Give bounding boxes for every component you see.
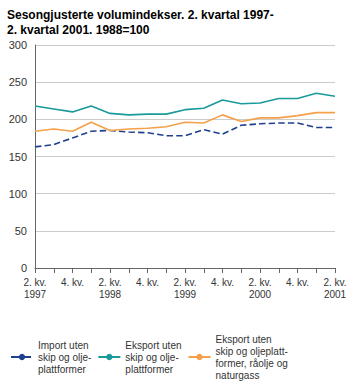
svg-text:1997: 1997 [24, 289, 47, 300]
svg-text:2. kv.: 2. kv. [98, 277, 121, 288]
svg-text:2. kv.: 2. kv. [323, 277, 346, 288]
svg-text:250: 250 [9, 76, 27, 88]
svg-text:Eksport uten: Eksport uten [125, 340, 181, 351]
svg-text:4. kv.: 4. kv. [136, 277, 159, 288]
svg-text:Sesongjusterte volumindekser.: Sesongjusterte volumindekser. 2. kvartal… [7, 8, 274, 22]
svg-text:plattformer: plattformer [38, 364, 86, 375]
svg-text:2001: 2001 [324, 289, 347, 300]
svg-text:300: 300 [9, 39, 27, 51]
svg-text:4. kv.: 4. kv. [286, 277, 309, 288]
svg-text:150: 150 [9, 151, 27, 163]
svg-text:plattformer: plattformer [125, 364, 173, 375]
svg-text:1998: 1998 [99, 289, 122, 300]
svg-text:100: 100 [9, 188, 27, 200]
svg-text:2. kv.: 2. kv. [248, 277, 271, 288]
svg-text:4. kv.: 4. kv. [61, 277, 84, 288]
svg-text:2. kv.: 2. kv. [173, 277, 196, 288]
svg-text:naturgass: naturgass [216, 370, 260, 381]
svg-text:2. kv.: 2. kv. [23, 277, 46, 288]
svg-text:skip og olje-: skip og olje- [38, 352, 91, 363]
svg-text:0: 0 [21, 262, 27, 274]
svg-text:Eksport uten: Eksport uten [216, 334, 272, 345]
svg-text:50: 50 [15, 225, 27, 237]
svg-text:1999: 1999 [174, 289, 197, 300]
svg-text:skip og oljeplatt-: skip og oljeplatt- [216, 346, 288, 357]
svg-text:4. kv.: 4. kv. [211, 277, 234, 288]
svg-text:skip og olje-: skip og olje- [125, 352, 178, 363]
svg-text:200: 200 [9, 113, 27, 125]
svg-text:former, råolje og: former, råolje og [216, 358, 288, 369]
svg-text:Import uten: Import uten [38, 340, 89, 351]
svg-text:2. kvartal 2001. 1988=100: 2. kvartal 2001. 1988=100 [7, 23, 150, 37]
svg-text:2000: 2000 [249, 289, 272, 300]
